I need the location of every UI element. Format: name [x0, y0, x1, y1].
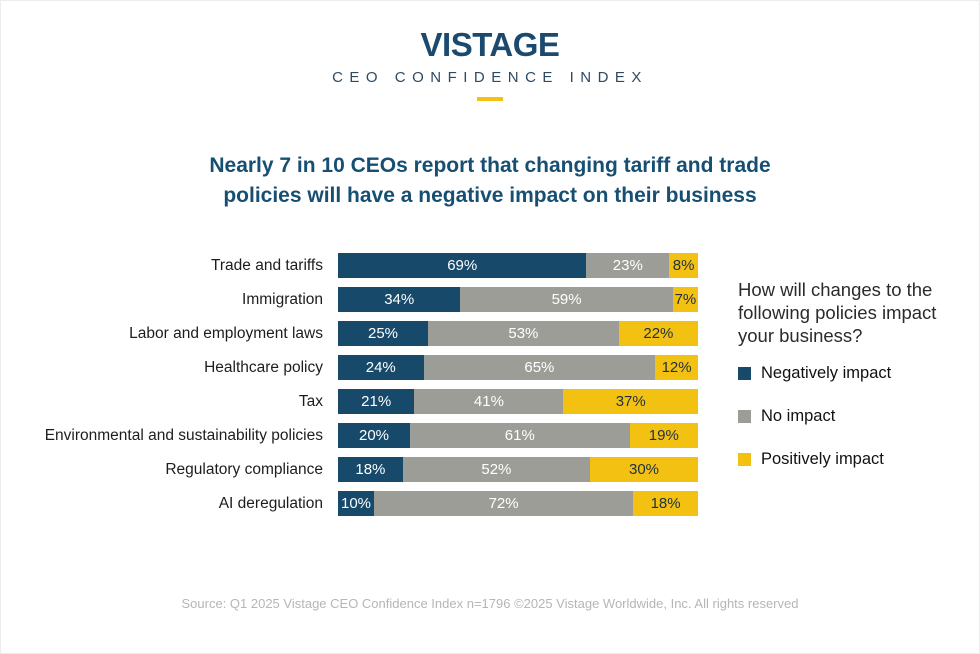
legend-swatch-icon	[738, 410, 751, 423]
legend-swatch-icon	[738, 367, 751, 380]
page-title-line2: policies will have a negative impact on …	[223, 184, 757, 207]
bar-row: AI deregulation 10% 72% 18%	[37, 491, 698, 516]
bar-segment: 34%	[338, 287, 461, 312]
bar-segment: 25%	[338, 321, 428, 346]
bar-segment: 37%	[563, 389, 698, 414]
category-label: Healthcare policy	[204, 358, 323, 376]
bar-segment: 72%	[374, 491, 634, 516]
legend-label: Positively impact	[761, 450, 884, 468]
bar-segment: 19%	[629, 423, 698, 448]
bar-segment: 23%	[586, 253, 670, 278]
bar-segment: 20%	[338, 423, 410, 448]
legend-items: Negatively impact No impact Positively imp…	[738, 364, 956, 469]
category-label: Trade and tariffs	[210, 256, 323, 274]
bar-row: Immigration 34% 59% 7%	[37, 287, 699, 312]
category-label: AI deregulation	[218, 494, 323, 512]
stacked-bar-chart: Trade and tariffs 69% 23% 8% Immigration 34% 5…	[37, 253, 699, 525]
vistage-logo: VISTAGE	[420, 26, 560, 63]
legend-question: How will changes to the following polici…	[738, 279, 937, 346]
category-label: Regulatory compliance	[165, 460, 323, 478]
page-title: Nearly 7 in 10 CEOs report that changing…	[1, 151, 979, 211]
bar-row: Labor and employment laws 25% 53% 22%	[37, 321, 698, 346]
header: VISTAGE CEO CONFIDENCE INDEX	[1, 28, 979, 101]
bar-segment: 65%	[423, 355, 656, 380]
legend-label: Negatively impact	[761, 364, 892, 382]
bar-track: 20% 61% 19%	[338, 423, 698, 448]
source-note: Source: Q1 2025 Vistage CEO Confidence I…	[181, 596, 799, 611]
bar-segment: 7%	[672, 287, 699, 312]
chart-legend: How will changes to the following polici…	[738, 278, 956, 493]
bar-segment: 59%	[460, 287, 673, 312]
bar-row: Trade and tariffs 69% 23% 8%	[37, 253, 698, 278]
bar-row: Environmental and sustainability policie…	[37, 423, 698, 448]
bar-track: 21% 41% 37%	[338, 389, 698, 414]
bar-segment: 24%	[338, 355, 424, 380]
bar-row: Tax 21% 41% 37%	[37, 389, 698, 414]
bar-segment: 53%	[428, 321, 619, 346]
legend-item: No impact	[738, 407, 956, 426]
bar-segment: 21%	[338, 389, 415, 414]
logo-subtitle: CEO CONFIDENCE INDEX	[332, 69, 648, 86]
bar-row: Regulatory compliance 18% 52% 30%	[37, 457, 698, 482]
bar-track: 24% 65% 12%	[338, 355, 698, 380]
yellow-dash-divider	[477, 97, 503, 101]
bar-track: 25% 53% 22%	[338, 321, 698, 346]
bar-segment: 52%	[402, 457, 590, 482]
bar-segment: 18%	[633, 491, 698, 516]
legend-label: No impact	[761, 407, 836, 425]
bar-segment: 30%	[590, 457, 698, 482]
bar-rows: Trade and tariffs 69% 23% 8% Immigration 34% 5…	[37, 253, 699, 516]
bar-row: Healthcare policy 24% 65% 12%	[37, 355, 698, 380]
legend-item: Negatively impact	[738, 364, 956, 383]
bar-track: 34% 59% 7%	[338, 287, 699, 312]
bar-segment: 22%	[618, 321, 698, 346]
category-label: Environmental and sustainability policie…	[44, 426, 323, 444]
legend-swatch-icon	[738, 453, 751, 466]
bar-segment: 10%	[338, 491, 374, 516]
bar-track: 69% 23% 8%	[338, 253, 698, 278]
bar-segment: 18%	[338, 457, 403, 482]
bar-segment: 69%	[338, 253, 587, 278]
bar-segment: 12%	[655, 355, 698, 380]
bar-segment: 41%	[414, 389, 564, 414]
bar-segment: 61%	[410, 423, 630, 448]
legend-item: Positively impact	[738, 450, 956, 469]
page-title-line1: Nearly 7 in 10 CEOs report that changing…	[209, 154, 771, 177]
bar-segment: 8%	[669, 253, 698, 278]
category-label: Labor and employment laws	[129, 324, 323, 342]
bar-track: 10% 72% 18%	[338, 491, 698, 516]
category-label: Tax	[298, 392, 323, 410]
bar-track: 18% 52% 30%	[338, 457, 698, 482]
category-label: Immigration	[242, 290, 323, 308]
